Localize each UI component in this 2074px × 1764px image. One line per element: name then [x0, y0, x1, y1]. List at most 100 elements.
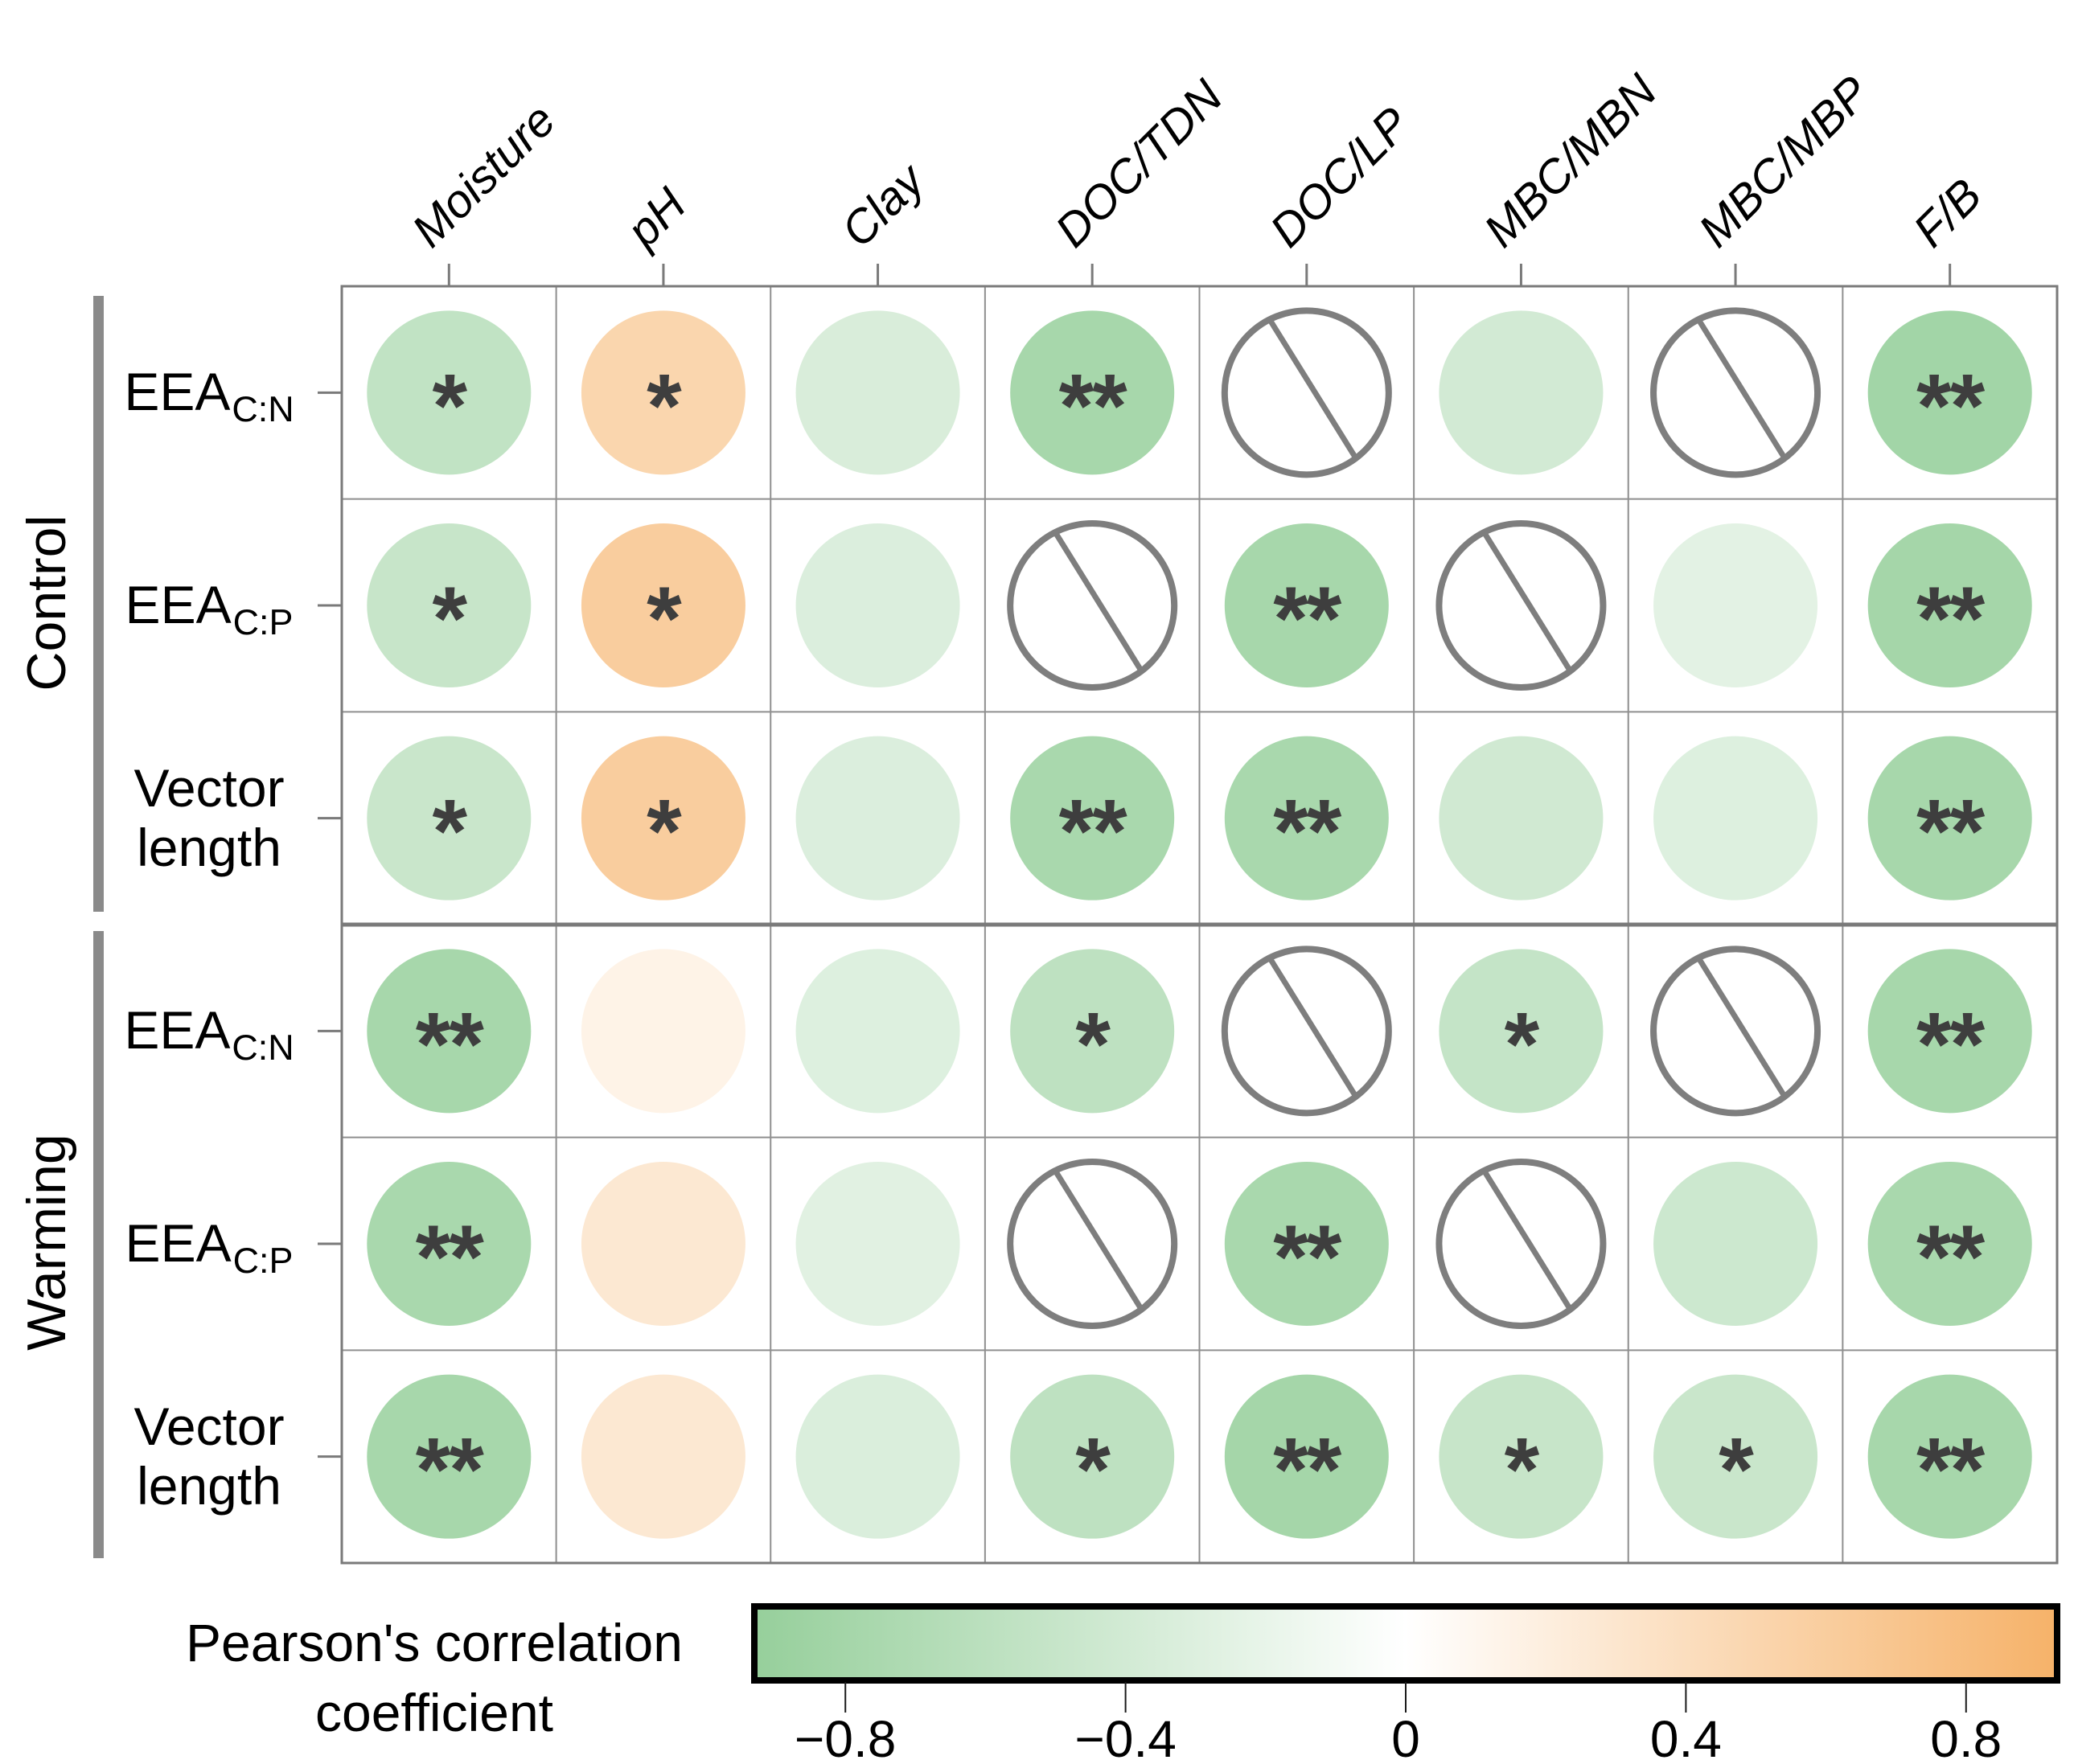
- na-circle: [1650, 307, 1821, 478]
- significance-stars: **: [1916, 1420, 1986, 1520]
- na-circle: [1007, 1159, 1178, 1329]
- na-slash-icon: [1267, 956, 1358, 1098]
- row-label-control-eea-cn: EEAC:N: [90, 352, 328, 433]
- na-cell: [1650, 946, 1821, 1117]
- row-label-control-vector-length: Vector length: [90, 754, 328, 883]
- correlation-circle: [1653, 736, 1818, 900]
- na-circle: [1435, 520, 1607, 691]
- correlation-circle: [795, 736, 960, 900]
- correlation-circle: [1653, 523, 1818, 687]
- row-label-subscript: C:N: [232, 388, 294, 429]
- correlation-circle: [1439, 1374, 1604, 1539]
- correlation-circle: [1653, 1374, 1818, 1539]
- colorbar-caption-line2: coefficient: [315, 1683, 553, 1743]
- correlation-circle: [1224, 1162, 1389, 1326]
- correlation-circle: [1867, 1374, 2032, 1539]
- row-label-subscript: C:P: [232, 1239, 294, 1281]
- correlation-circle: [581, 523, 745, 687]
- correlation-circle: [1010, 736, 1175, 900]
- significance-stars: **: [416, 1207, 485, 1307]
- significance-stars: *: [1075, 1420, 1111, 1520]
- correlation-circle: [1867, 523, 2032, 687]
- colorbar-tick-label: −0.8: [795, 1710, 897, 1764]
- row-label-warming-eea-cn: EEAC:N: [90, 991, 328, 1071]
- correlation-circle: [1867, 736, 2032, 900]
- significance-stars: **: [1916, 568, 1986, 669]
- correlation-circle: [1867, 1162, 2032, 1326]
- na-circle: [1435, 1159, 1607, 1329]
- na-slash-icon: [1053, 531, 1144, 673]
- correlation-circle: [1224, 523, 1389, 687]
- matrix-border: [340, 285, 2059, 1565]
- significance-stars: **: [416, 1420, 485, 1520]
- correlation-circle: [367, 523, 532, 687]
- na-cell: [1007, 1159, 1178, 1329]
- row-label-warming-vector-length: Vector length: [90, 1393, 328, 1521]
- significance-stars: **: [1916, 781, 1986, 882]
- significance-stars: *: [647, 355, 682, 456]
- na-circle: [1221, 307, 1392, 478]
- row-label-warming-eea-cp: EEAC:P: [90, 1204, 328, 1284]
- correlation-circle: [581, 1374, 745, 1539]
- colorbar-tick-label: 0.4: [1649, 1710, 1722, 1764]
- na-cell: [1221, 307, 1392, 478]
- colorbar-tick-label: 0: [1391, 1710, 1420, 1764]
- correlation-circle: [1224, 1374, 1389, 1539]
- correlation-circle: [795, 1162, 960, 1326]
- correlation-circle: [581, 949, 745, 1114]
- row-label-subscript: C:P: [232, 601, 294, 642]
- significance-stars: *: [1505, 994, 1540, 1094]
- na-circle: [1007, 520, 1178, 691]
- group-bar-control: [93, 296, 104, 912]
- na-slash-icon: [1481, 531, 1573, 673]
- correlation-circle: [581, 310, 745, 475]
- correlation-circle: [1010, 949, 1175, 1114]
- na-cell: [1435, 520, 1607, 691]
- na-slash-icon: [1481, 1169, 1573, 1311]
- na-cell: [1650, 307, 1821, 478]
- correlation-circle: [1224, 736, 1389, 900]
- significance-stars: *: [433, 355, 468, 456]
- correlation-circle: [581, 736, 745, 900]
- significance-stars: *: [433, 568, 468, 669]
- row-label-subscript: C:N: [232, 1026, 294, 1068]
- correlation-circle: [795, 1374, 960, 1539]
- significance-stars: *: [647, 568, 682, 669]
- colorbar-caption: Pearson's correlation coefficient: [97, 1608, 772, 1748]
- correlation-circle: [1010, 1374, 1175, 1539]
- colorbar-caption-line1: Pearson's correlation: [186, 1613, 683, 1672]
- correlation-circle: [581, 1162, 745, 1326]
- significance-stars: **: [1273, 781, 1342, 882]
- correlation-circle: [367, 736, 532, 900]
- significance-stars: *: [1505, 1420, 1540, 1520]
- significance-stars: **: [1273, 1420, 1342, 1520]
- row-label-main: EEA: [125, 1213, 232, 1274]
- significance-stars: *: [433, 781, 468, 882]
- colorbar-tick-label: 0.8: [1930, 1710, 2002, 1764]
- na-slash-icon: [1696, 318, 1788, 460]
- na-slash-icon: [1267, 318, 1358, 460]
- na-cell: [1435, 1159, 1607, 1329]
- colorbar: [751, 1603, 2060, 1684]
- correlation-circle: [795, 949, 960, 1114]
- na-cell: [1007, 520, 1178, 691]
- significance-stars: *: [1719, 1420, 1754, 1520]
- significance-stars: **: [1916, 1207, 1986, 1307]
- row-label-main: Vector length: [133, 758, 285, 877]
- significance-stars: **: [1916, 355, 1986, 456]
- correlation-circle: [795, 523, 960, 687]
- correlation-circle: [1439, 949, 1604, 1114]
- correlation-circle: [1653, 1162, 1818, 1326]
- group-bar-warming: [93, 931, 104, 1558]
- correlation-circle: [1439, 310, 1604, 475]
- significance-stars: *: [1075, 994, 1111, 1094]
- correlation-circle: [367, 310, 532, 475]
- correlation-circle: [1439, 736, 1604, 900]
- na-circle: [1221, 946, 1392, 1117]
- significance-stars: **: [1059, 355, 1128, 456]
- correlation-circle: [367, 1162, 532, 1326]
- significance-stars: **: [1273, 568, 1342, 669]
- na-circle: [1650, 946, 1821, 1117]
- na-slash-icon: [1053, 1169, 1144, 1311]
